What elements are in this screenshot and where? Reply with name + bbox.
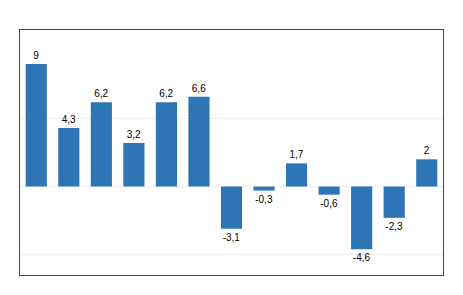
svg-text:-0,3: -0,3 (255, 194, 273, 205)
svg-text:9: 9 (33, 50, 39, 61)
svg-text:-4,6: -4,6 (353, 252, 371, 263)
svg-text:-3,1: -3,1 (223, 232, 241, 243)
svg-text:6,6: 6,6 (192, 83, 206, 94)
svg-text:3,2: 3,2 (127, 129, 141, 140)
svg-text:6,2: 6,2 (94, 88, 108, 99)
svg-text:6,2: 6,2 (159, 88, 173, 99)
svg-text:2: 2 (424, 145, 430, 156)
svg-text:1,7: 1,7 (289, 149, 303, 160)
svg-text:-0,6: -0,6 (320, 198, 338, 209)
svg-text:4,3: 4,3 (62, 114, 76, 125)
svg-text:-2,3: -2,3 (385, 221, 403, 232)
